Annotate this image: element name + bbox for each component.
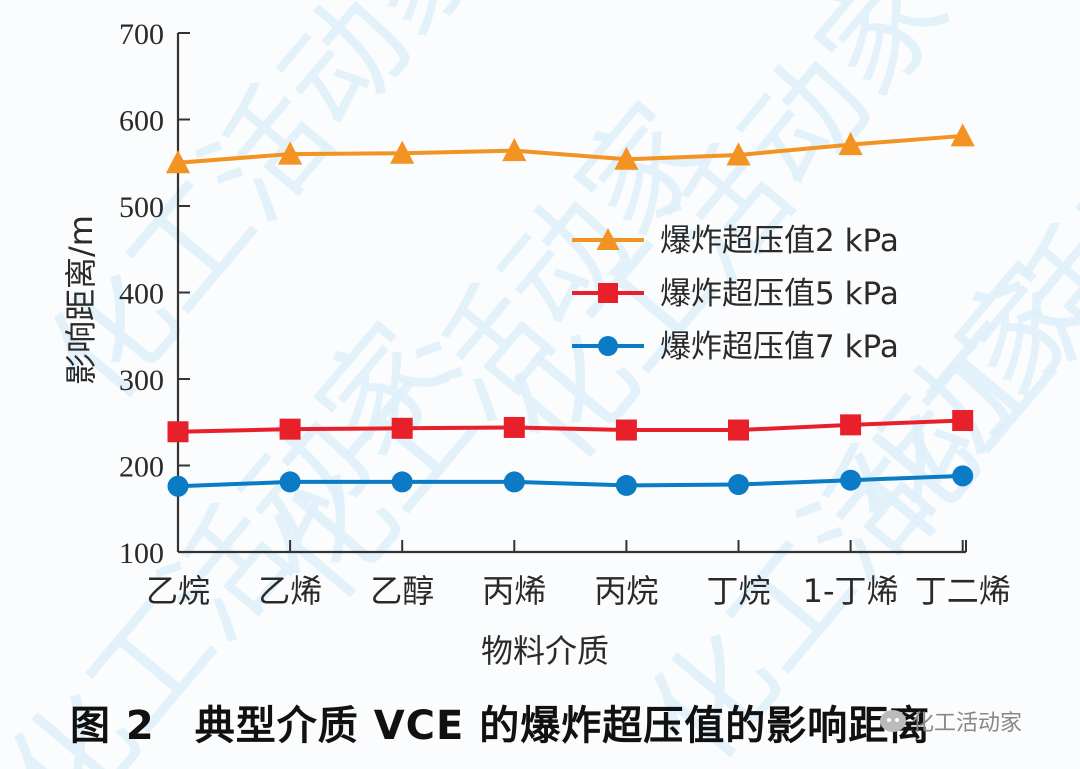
circle-marker [952,465,974,487]
circle-marker [391,471,413,493]
circle-marker [503,471,525,493]
data-series [165,123,975,497]
x-tick-label: 乙烯 [258,572,322,610]
x-tick-label: 1-丁烯 [803,572,899,610]
x-tick-label: 丁二烯 [915,572,1011,610]
line-chart: 100 200 300 400 500 600 700 乙烷 乙烯 乙醇 丙烯 丙烷 丁烷 1-丁烯 丁二… [62,18,1011,670]
legend-label: 爆炸超压值5 kPa [660,276,899,312]
square-marker [952,410,974,432]
y-tick-label: 600 [119,105,164,138]
x-tick-label: 乙烷 [146,572,210,610]
y-tick-label: 700 [119,18,164,51]
square-marker [503,416,525,438]
series-line [167,465,974,497]
wechat-icon [880,710,906,732]
square-marker [728,419,749,441]
triangle-marker [165,150,191,174]
circle-marker [598,336,618,356]
series-path [177,133,963,165]
square-marker [615,419,637,441]
legend-label: 爆炸超压值7 kPa [660,329,899,365]
square-marker [598,283,618,303]
triangle-marker [390,140,415,164]
legend-item: 爆炸超压值5 kPa [572,276,899,312]
x-tick-label: 丁烷 [706,572,770,610]
legend-label: 爆炸超压值2 kPa [660,223,899,259]
triangle-marker [502,138,527,162]
legend: 爆炸超压值2 kPa 爆炸超压值5 kPa 爆炸超压值7 kPa [572,223,899,365]
figure-caption: 图 2 典型介质 VCE 的爆炸超压值的影响距离 [70,693,930,751]
brand-label: 化工活动家 [912,711,1023,736]
square-marker [391,417,413,439]
series-line [165,123,975,174]
circle-marker [840,469,862,491]
x-axis-ticks: 乙烷 乙烯 乙醇 丙烯 丙烷 丁烷 1-丁烯 丁二烯 [146,540,1011,610]
y-tick-label: 500 [119,191,164,224]
y-tick-label: 300 [119,364,164,397]
circle-marker [728,474,749,496]
triangle-marker [950,123,975,147]
series-path [177,473,963,489]
legend-item: 爆炸超压值2 kPa [572,223,899,259]
series-line [167,410,974,443]
y-axis-ticks: 100 200 300 400 500 600 700 [119,18,190,570]
brand-badge: 化工活动家 [880,705,1022,737]
circle-marker [167,475,189,497]
y-tick-label: 400 [119,278,164,311]
caption-text: 典型介质 VCE 的爆炸超压值的影响距离 [194,703,931,749]
triangle-marker [596,228,620,250]
triangle-marker [614,146,639,170]
x-tick-label: 丙烯 [482,572,546,610]
x-tick-label: 乙醇 [370,572,434,610]
square-marker [167,421,189,443]
y-tick-label: 100 [119,537,164,570]
series-path [177,418,963,434]
circle-marker [615,474,637,496]
triangle-marker [726,142,751,166]
figure-number: 图 2 [70,703,155,749]
x-axis-label: 物料介质 [481,632,609,670]
square-marker [279,418,301,440]
legend-item: 爆炸超压值7 kPa [572,329,899,365]
triangle-marker [278,141,303,165]
x-tick-label: 丙烷 [594,572,658,610]
square-marker [840,414,862,436]
triangle-marker [838,131,863,156]
y-axis-label: 影响距离/m [62,215,100,385]
circle-marker [279,471,301,493]
y-tick-label: 200 [119,451,164,484]
